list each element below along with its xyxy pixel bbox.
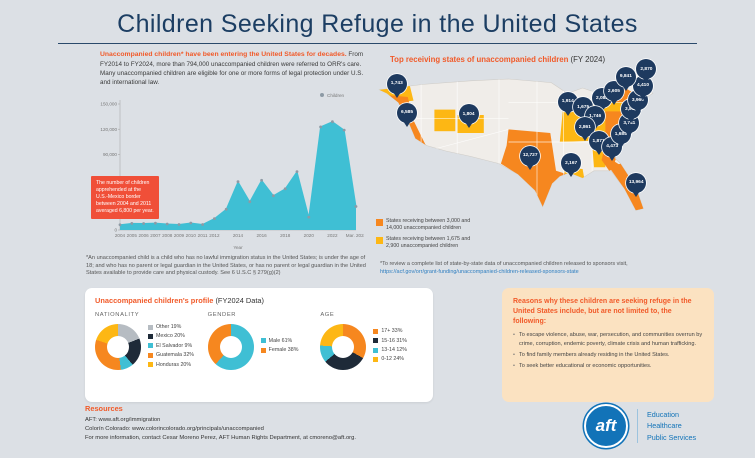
donut-row: NATIONALITY Other 19% Mexico 20% El Salvad… [95, 312, 423, 371]
intro-body: From FY2014 to FY2024, more than 794,000… [100, 51, 364, 87]
svg-text:2018: 2018 [280, 233, 291, 238]
profile-title: Unaccompanied children's profile (FY2024… [95, 296, 423, 305]
donut-label-gender: GENDER [207, 312, 237, 318]
donut-chart-age [320, 324, 367, 370]
donut-legend-item: Male 61% [260, 338, 299, 345]
svg-text:2004: 2004 [115, 233, 126, 238]
svg-text:2011: 2011 [198, 233, 208, 238]
map-note: *To review a complete list of state-by-s… [380, 261, 712, 277]
profile-title-suffix: (FY2024 Data) [215, 296, 264, 305]
donut-chart-gender [207, 324, 254, 370]
svg-text:150,000: 150,000 [100, 102, 117, 107]
svg-text:2007: 2007 [150, 233, 161, 238]
reason-item: To find family members already residing … [513, 351, 703, 359]
page-title: Children Seeking Refuge in the United St… [117, 10, 638, 38]
resource-line: Colorín Colorado: www.colorincolorado.or… [85, 425, 264, 432]
reasons-box: Reasons why these children are seeking r… [502, 288, 714, 402]
infographic-page: Children Seeking Refuge in the United St… [0, 0, 755, 448]
donut-legend-nationality: Other 19% Mexico 20% El Salvador 9% Guatema… [148, 324, 194, 371]
donut-label-age: AGE [320, 312, 335, 318]
donut-legend-item: 15-16 31% [373, 338, 407, 345]
profile-title-text: Unaccompanied children's profile [95, 296, 214, 305]
reason-item: To seek better educational or economic o… [513, 362, 703, 370]
definition-footnote: *An unaccompanied child is a child who h… [86, 255, 366, 277]
map-pin-CO: 1,804 [458, 104, 479, 129]
map-pins-layer: 1,743 6,585 1,804 12,727 2,167 1,914 1,675 2,08… [366, 59, 708, 250]
donut-label-nationality: NATIONALITY [95, 312, 140, 318]
aft-logo-mark: aft [584, 404, 628, 448]
profile-card: Unaccompanied children's profile (FY2024… [85, 288, 433, 402]
svg-text:2008: 2008 [162, 233, 173, 238]
map-legend-item: States receiving between 1,675 and 2,900… [376, 236, 478, 250]
map-pin-MA: 2,870 [636, 59, 657, 84]
resources-heading: Resources [85, 404, 123, 413]
map-heading-text: Top receiving states of unaccompanied ch… [390, 55, 569, 64]
svg-text:Children: Children [327, 93, 345, 98]
svg-text:2014: 2014 [233, 233, 244, 238]
title-divider [58, 43, 697, 44]
donut-legend-item: Mexico 20% [148, 333, 194, 340]
map-data-link[interactable]: https://acf.gov/orr/grant-funding/unacco… [380, 268, 579, 275]
svg-text:2009: 2009 [174, 233, 185, 238]
donut-legend-item: 17+ 33% [373, 328, 407, 335]
donut-legend-item: Other 19% [148, 324, 194, 331]
map-pin-FL: 13,964 [626, 172, 647, 198]
donut-legend-item: Female 38% [260, 347, 298, 354]
donut-legend-item: 13-14 12% [373, 347, 407, 354]
donut-legend-item: Honduras 20% [148, 362, 194, 369]
map-pin-CA: 6,585 [397, 102, 418, 128]
map-legend: States receiving between 3,000 and 14,00… [376, 218, 478, 254]
us-map: 1,743 6,585 1,804 12,727 2,167 1,914 1,675 2,08… [366, 59, 708, 250]
svg-text:2016: 2016 [256, 233, 267, 238]
map-heading: Top receiving states of unaccompanied ch… [390, 55, 605, 64]
svg-text:0: 0 [114, 228, 117, 233]
donut-legend-item: 0-12 24% [373, 356, 407, 363]
aft-logo: aft Education Healthcare Public Services [584, 404, 696, 448]
svg-text:120,000: 120,000 [100, 127, 117, 132]
map-pin-TX: 12,727 [520, 145, 541, 171]
donut-group-gender: GENDER Male 61% Female 38% [207, 312, 311, 371]
intro-heading: Unaccompanied children* have been enteri… [100, 51, 347, 58]
map-pin-NY: 9,841 [615, 66, 636, 92]
chart-annotation: The number of children apprehended at th… [91, 176, 159, 220]
donut-legend-gender: Male 61% Female 38% [260, 338, 299, 357]
donut-legend-item: El Salvador 9% [148, 343, 194, 350]
logo-tagline-line: Healthcare [647, 421, 682, 431]
logo-tagline-line: Public Services [647, 432, 697, 442]
donut-legend-item: Guatemala 32% [148, 352, 194, 359]
referrals-area-chart: 030,00060,00090,000120,000150,0002004200… [84, 88, 364, 252]
reason-item: To escape violence, abuse, war, persecut… [513, 331, 703, 347]
donut-chart-nationality [95, 324, 141, 371]
intro-paragraph: Unaccompanied children* have been enteri… [100, 50, 366, 87]
map-heading-suffix: (FY 2024) [570, 55, 606, 64]
resource-line: For more information, contact Cesar More… [85, 434, 356, 441]
resource-lines: AFT: www.aft.org/immigration Colorín Colo… [85, 416, 475, 443]
svg-text:2006: 2006 [138, 233, 149, 238]
map-note-text: *To review a complete list of state-by-s… [380, 261, 628, 267]
svg-text:2020: 2020 [304, 233, 315, 238]
svg-text:2010: 2010 [186, 233, 197, 238]
donut-legend-age: 17+ 33% 15-16 31% 13-14 12% 0-12 24% [373, 328, 407, 366]
reasons-heading: Reasons why these children are seeking r… [513, 298, 692, 325]
map-pin-LA: 2,167 [561, 153, 582, 178]
referrals-chart-svg: 030,00060,00090,000120,000150,0002004200… [100, 93, 364, 250]
map-pin-WA: 1,743 [386, 73, 407, 99]
svg-text:Year: Year [233, 245, 243, 250]
svg-text:2022: 2022 [327, 233, 338, 238]
svg-text:2012: 2012 [209, 233, 220, 238]
reasons-list: To escape violence, abuse, war, persecut… [513, 331, 703, 370]
logo-tagline-line: Education [647, 410, 679, 420]
map-legend-item: States receiving between 3,000 and 14,00… [376, 218, 478, 232]
svg-text:2005: 2005 [127, 233, 138, 238]
donut-group-age: AGE 17+ 33% 15-16 31% 13-14 12% 0-12 24% [320, 312, 423, 371]
resources-section: Resources AFT: www.aft.org/immigration Co… [85, 404, 475, 443]
donut-group-nationality: NATIONALITY Other 19% Mexico 20% El Salvad… [95, 312, 198, 371]
svg-text:Mar. 2024: Mar. 2024 [346, 233, 364, 238]
aft-logo-tagline: Education Healthcare Public Services [637, 409, 697, 443]
svg-text:90,000: 90,000 [103, 152, 117, 157]
resource-line: AFT: www.aft.org/immigration [85, 417, 161, 423]
